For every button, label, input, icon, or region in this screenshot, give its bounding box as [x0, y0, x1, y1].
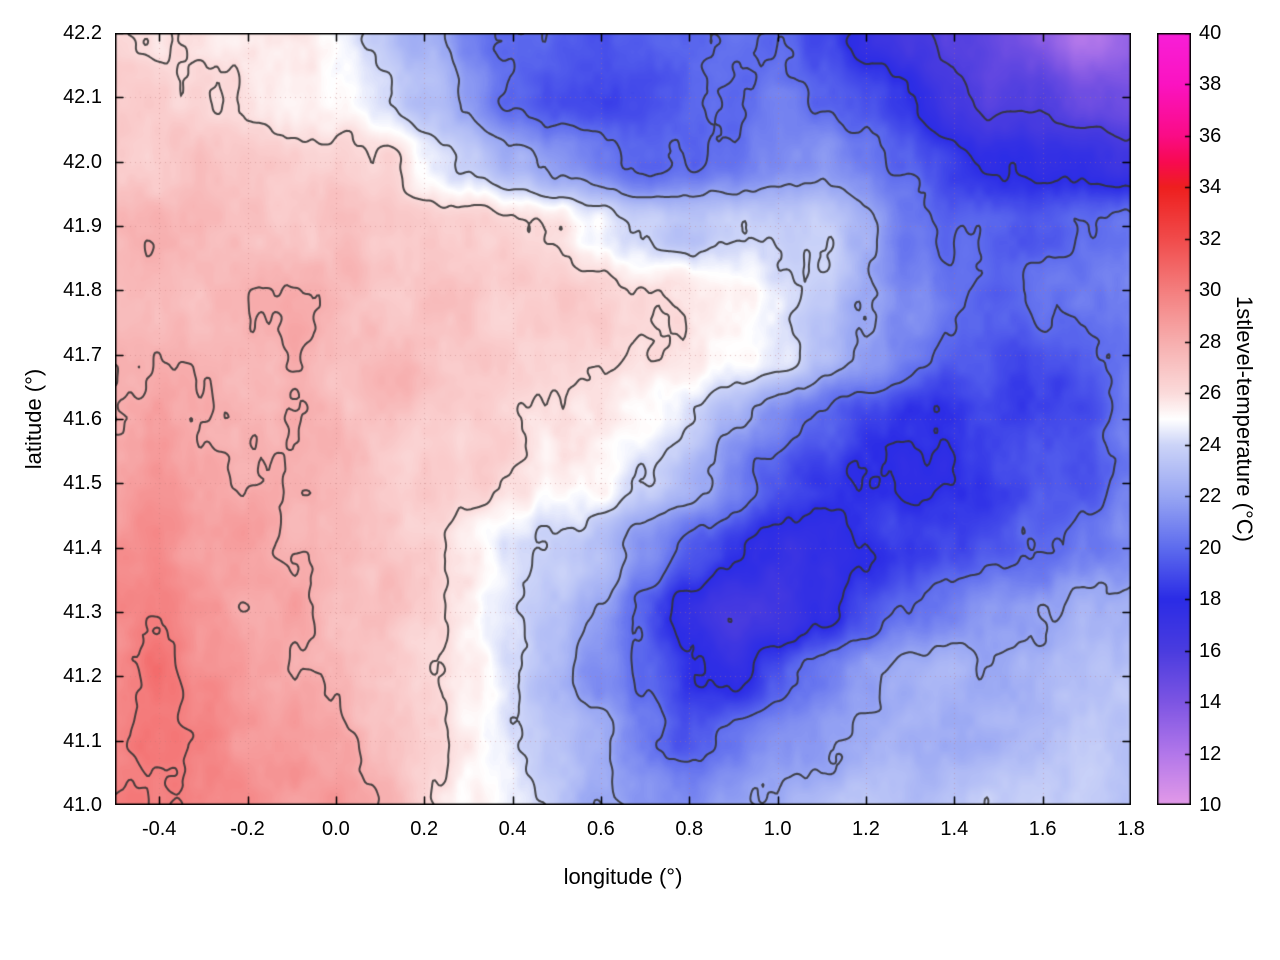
- colorbar-tick-label: 26: [1199, 382, 1222, 405]
- y-tick-label: 41.8: [63, 279, 102, 302]
- y-tick-label: 42.1: [63, 86, 102, 109]
- colorbar-gradient: [1157, 33, 1191, 805]
- colorbar-label: 1stlevel-temperature (°C): [1232, 296, 1257, 542]
- x-tick-label: 0.0: [321, 818, 350, 840]
- colorbar-tick-label: 32: [1199, 227, 1222, 250]
- x-tick-label: 1.0: [763, 818, 792, 840]
- colorbar-tick-label: 18: [1199, 588, 1222, 611]
- colorbar-tick-label: 38: [1199, 73, 1222, 96]
- colorbar-tick-label: 10: [1199, 794, 1222, 816]
- heatmap-canvas: [115, 33, 1131, 805]
- y-tick-label: 41.4: [63, 536, 102, 559]
- colorbar-tick-label: 22: [1199, 485, 1222, 508]
- y-tick-label: 42.2: [63, 22, 102, 44]
- colorbar-tick-label: 34: [1199, 176, 1222, 199]
- colorbar-tick-label: 16: [1199, 639, 1222, 662]
- x-tick-label: -0.4: [141, 818, 177, 840]
- colorbar-tick-label: 30: [1199, 279, 1222, 302]
- x-tick-label: 0.8: [675, 818, 704, 840]
- colorbar-tick-label: 36: [1199, 124, 1222, 147]
- x-tick-label: 1.4: [940, 818, 969, 840]
- y-axis-label: latitude (°): [21, 368, 46, 470]
- y-tick-label: 41.3: [63, 601, 102, 623]
- y-tick-label: 41.5: [63, 472, 102, 495]
- y-tick-label: 42.0: [63, 150, 102, 173]
- colorbar-tick-label: 28: [1199, 330, 1222, 353]
- y-tick-label: 41.7: [63, 343, 102, 366]
- y-tick-label: 41.9: [63, 215, 102, 237]
- colorbar-tick-label: 40: [1199, 22, 1222, 44]
- colorbar-tick-label: 20: [1199, 536, 1222, 559]
- y-tick-label: 41.2: [63, 665, 102, 688]
- x-tick-label: 1.6: [1028, 818, 1057, 840]
- y-tick-label: 41.6: [63, 408, 102, 430]
- x-axis-label: longitude (°): [563, 864, 683, 889]
- y-tick-label: 41.0: [63, 794, 102, 816]
- colorbar-tick-label: 24: [1199, 433, 1222, 456]
- x-tick-label: -0.2: [230, 818, 265, 840]
- x-tick-label: 1.2: [852, 818, 880, 840]
- x-tick-label: 1.8: [1117, 818, 1145, 840]
- x-tick-label: 0.2: [410, 818, 439, 840]
- x-tick-label: 0.6: [587, 818, 615, 840]
- colorbar-tick-label: 12: [1199, 742, 1222, 765]
- x-tick-label: 0.4: [498, 818, 527, 840]
- y-tick-label: 41.1: [63, 729, 102, 752]
- colorbar-tick-label: 14: [1199, 691, 1222, 714]
